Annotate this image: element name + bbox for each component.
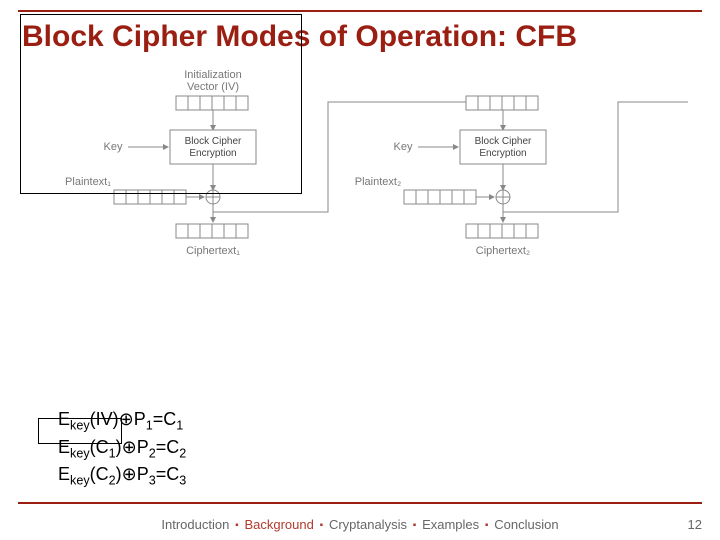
footer-separator: ▪ <box>314 520 329 531</box>
plaintext2-label: Plaintext₂ <box>355 176 401 188</box>
plaintext2-block <box>404 190 476 204</box>
footer-segment: Conclusion <box>494 517 558 532</box>
footer-segment: Cryptanalysis <box>329 517 407 532</box>
ciphertext2-label: Ciphertext₂ <box>476 245 530 257</box>
footer-separator: ▪ <box>407 520 422 531</box>
encrypt-label-2b: Encryption <box>479 148 526 159</box>
feedback-block <box>466 96 538 110</box>
ciphertext1-label: Ciphertext₁ <box>186 245 240 257</box>
encrypt-label-2a: Block Cipher <box>475 136 532 147</box>
equation-3: Ekey(C2)⊕P3=C3 <box>58 462 186 490</box>
footer-segment: Examples <box>422 517 479 532</box>
highlight-box-equation <box>38 418 122 444</box>
key-label-2: Key <box>394 141 413 153</box>
highlight-box-title <box>20 14 302 194</box>
footer-separator: ▪ <box>479 520 494 531</box>
footer-separator: ▪ <box>229 520 244 531</box>
footer-segment: Background <box>244 517 313 532</box>
ciphertext2-block <box>466 224 538 238</box>
footer-segment: Introduction <box>161 517 229 532</box>
page-number: 12 <box>688 517 702 532</box>
ciphertext1-block <box>176 224 248 238</box>
footer-breadcrumb: Introduction ▪ Background ▪ Cryptanalysi… <box>0 517 720 532</box>
